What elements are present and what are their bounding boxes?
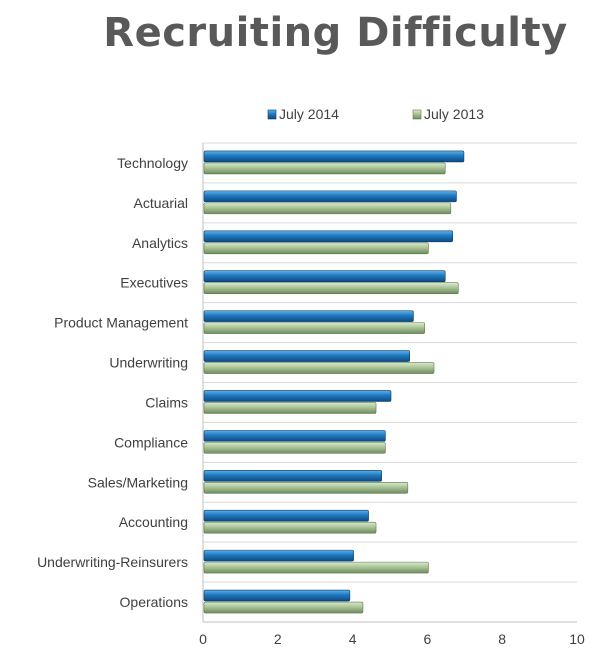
x-tick-label: 4 [349,631,357,647]
bar-july-2013 [203,481,409,494]
bar-july-2013 [203,202,452,215]
bar-july-2014 [203,230,454,243]
category-label: Executives [120,275,188,291]
bar-july-2014 [203,589,351,602]
x-tick-label: 6 [424,631,432,647]
bar-july-2014 [203,190,457,203]
bar-july-2014 [203,350,410,362]
legend-label: July 2013 [424,106,484,122]
bar-july-2014 [203,430,386,442]
category-label: Product Management [54,315,188,331]
bar-july-2014 [203,549,354,562]
legend-label: July 2014 [279,106,339,122]
bar-july-2013 [203,601,364,614]
bar-july-2013 [203,322,425,334]
category-label: Accounting [119,514,188,530]
chart-title: Recruiting Difficulty [103,10,568,56]
x-tick-label: 8 [498,631,506,647]
category-label: Analytics [132,235,188,251]
category-label: Compliance [114,434,188,450]
bar-july-2014 [203,310,414,322]
legend-swatch [267,109,277,120]
bar-july-2013 [203,282,459,295]
bar-july-2013 [203,521,377,534]
legend-swatch [412,109,422,120]
x-tick-label: 2 [274,631,282,647]
x-tick-label: 0 [199,631,207,647]
bar-july-2013 [203,402,377,414]
bar-july-2013 [203,362,435,374]
category-label: Sales/Marketing [88,474,188,490]
bar-july-2014 [203,469,382,482]
category-label: Underwriting-Reinsurers [37,554,188,570]
bar-july-2014 [203,150,465,163]
bar-july-2014 [203,270,446,283]
bar-july-2013 [203,442,386,454]
bar-july-2014 [203,390,392,402]
bar-july-2013 [203,561,429,574]
bar-july-2013 [203,162,446,175]
bar-july-2013 [203,242,429,255]
category-label: Operations [120,594,188,610]
category-label: Technology [117,155,188,171]
bar-july-2014 [203,509,369,522]
category-label: Actuarial [134,195,188,211]
category-label: Claims [145,394,188,410]
x-tick-label: 10 [569,631,585,647]
category-label: Underwriting [109,355,188,371]
